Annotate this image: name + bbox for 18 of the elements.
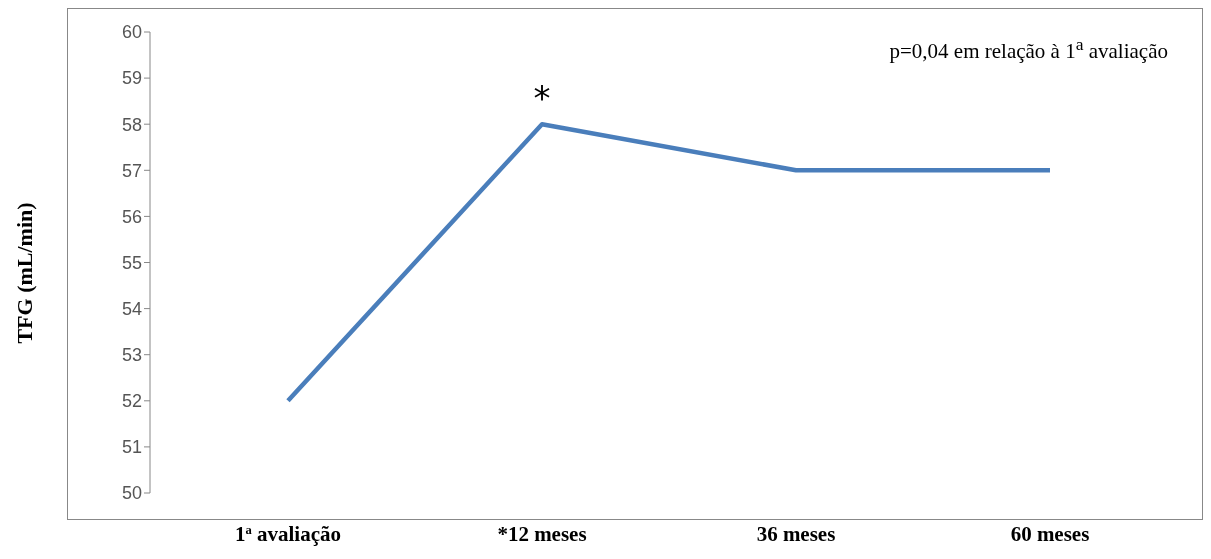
y-tick-label: 57	[121, 160, 142, 181]
y-tick-label: 59	[121, 68, 142, 89]
y-tick-label: 58	[121, 114, 142, 135]
y-tick-label: 51	[121, 437, 142, 458]
y-tick-label: 55	[121, 252, 142, 273]
x-tick-label: *12 meses	[497, 522, 587, 546]
annotation: p=0,04 em relação à 1$^{a}$ avaliação	[889, 34, 1168, 64]
x-tick-label: 36 meses	[756, 522, 836, 546]
y-tick-label: 50	[121, 483, 142, 504]
y-axis-title: TFG (mL/min)	[12, 202, 38, 344]
y-tick-label: 56	[121, 206, 142, 227]
x-tick-label: 60 meses	[1010, 522, 1090, 546]
y-tick-label: 54	[121, 298, 142, 319]
x-tick-label: 1$^{a}$ avaliação	[234, 522, 342, 546]
annotation: *	[533, 78, 551, 119]
y-tick-label: 53	[121, 345, 142, 366]
y-tick-label: 60	[121, 22, 142, 43]
y-tick-label: 52	[121, 391, 142, 412]
